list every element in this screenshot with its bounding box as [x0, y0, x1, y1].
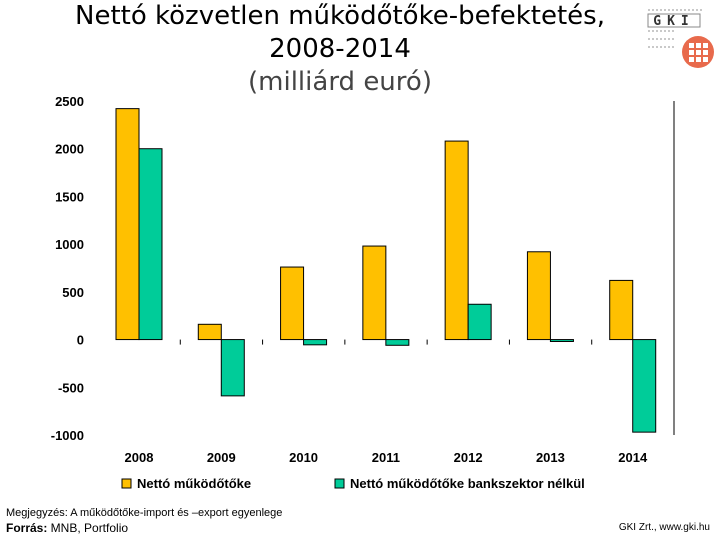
legend-label: Nettó működőtőke bankszektor nélkül [350, 476, 585, 491]
title-line-2: 2008-2014 [269, 34, 411, 64]
bar-bankszektor-nelkul-2011 [385, 339, 410, 346]
bar-netto-mukodotoke-2008 [115, 108, 140, 341]
x-tick-label: 2008 [125, 450, 154, 465]
x-tick-label: 2013 [536, 450, 565, 465]
bar-chart: 2500 2000 1500 1000 500 0 -500 -1000 2008 2009 20… [51, 94, 675, 491]
chart-title: Nettó közvetlen működőtőke-befektetés, 2… [0, 0, 680, 99]
bar-netto-mukodotoke-2013 [526, 251, 551, 341]
y-tick-label: 1000 [55, 237, 84, 252]
source-label: Forrás: [6, 521, 48, 535]
gki-logo-icon: GKI [646, 8, 716, 70]
y-tick-label: -1000 [51, 428, 84, 443]
legend-label: Nettó működőtőke [137, 476, 251, 491]
bar-bankszektor-nelkul-2010 [303, 339, 328, 346]
y-tick-label: 2500 [55, 94, 84, 109]
y-tick-label: 0 [77, 333, 84, 348]
x-tick-label: 2010 [289, 450, 318, 465]
bar-netto-mukodotoke-2012 [444, 140, 469, 341]
bar-netto-mukodotoke-2009 [197, 323, 222, 341]
bar-bankszektor-nelkul-2008 [138, 148, 163, 341]
source-text: MNB, Portfolio [47, 521, 129, 535]
bar-bankszektor-nelkul-2013 [549, 339, 574, 342]
bar-netto-mukodotoke-2014 [609, 279, 634, 341]
x-tick-label: 2014 [618, 450, 648, 465]
y-tick-label: 500 [62, 285, 84, 300]
bar-bankszektor-nelkul-2012 [467, 303, 492, 341]
legend-swatch [121, 478, 132, 489]
bar-bankszektor-nelkul-2014 [632, 339, 657, 433]
legend-swatch [334, 478, 345, 489]
title-line-1: Nettó közvetlen működőtőke-befektetés, [75, 1, 605, 31]
y-tick-label: 1500 [55, 189, 84, 204]
x-tick-label: 2009 [207, 450, 236, 465]
credit-text: GKI Zrt., www.gki.hu [618, 522, 710, 533]
bar-netto-mukodotoke-2010 [280, 266, 305, 341]
legend: Nettó működőtőke Nettó működőtőke banksze… [121, 476, 585, 491]
footnote: Megjegyzés: A működőtőke-import és –expo… [6, 507, 283, 519]
logo-text: GKI [653, 14, 694, 29]
y-tick-label: 2000 [55, 142, 84, 157]
x-tick-label: 2012 [454, 450, 483, 465]
chart-subtitle: (milliárd euró) [248, 67, 432, 97]
source-line: Forrás: MNB, Portfolio [6, 521, 128, 535]
bar-netto-mukodotoke-2011 [362, 245, 387, 341]
bar-bankszektor-nelkul-2009 [220, 339, 245, 397]
y-tick-label: -500 [58, 380, 84, 395]
x-tick-label: 2011 [372, 450, 400, 465]
